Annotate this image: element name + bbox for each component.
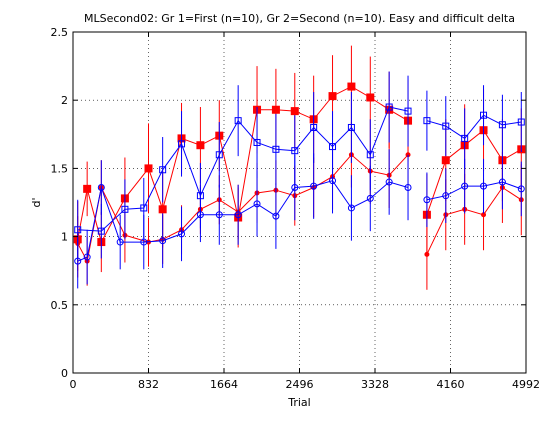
data-point (159, 166, 167, 174)
y-tick-label: 0.5 (51, 299, 69, 312)
data-point (74, 257, 82, 265)
data-point (517, 185, 525, 193)
series-4 (74, 147, 412, 289)
data-point (310, 182, 318, 190)
grid (73, 32, 526, 373)
data-point (140, 204, 148, 212)
series-3 (74, 71, 412, 260)
data-point (347, 204, 355, 212)
data-point (215, 151, 223, 159)
data-point (178, 140, 186, 148)
data-point (385, 178, 393, 186)
x-tick-label: 832 (138, 378, 159, 391)
data-point (74, 226, 82, 234)
data-point (461, 182, 469, 190)
data-point (424, 251, 430, 257)
data-point (159, 237, 167, 245)
data-point (291, 147, 299, 155)
data-point (329, 177, 337, 185)
data-point (97, 227, 105, 235)
x-tick-label: 4992 (512, 378, 540, 391)
series-layer (73, 45, 526, 290)
data-point (498, 121, 506, 129)
data-point (272, 212, 280, 220)
data-point (97, 183, 105, 191)
series-7 (423, 85, 525, 169)
data-point (196, 211, 204, 219)
x-tick-label: 4160 (437, 378, 465, 391)
data-point (517, 118, 525, 126)
data-point (253, 138, 261, 146)
data-point (498, 178, 506, 186)
data-point (347, 82, 356, 91)
data-point (144, 164, 153, 173)
data-point (366, 151, 374, 159)
data-point (178, 230, 186, 238)
y-tick-label: 0 (61, 367, 68, 380)
plot-area (73, 32, 526, 373)
data-point (158, 205, 167, 214)
data-point (366, 93, 375, 102)
x-tick-label: 1664 (210, 378, 238, 391)
data-point (442, 122, 450, 130)
data-point (253, 200, 261, 208)
data-point (441, 156, 450, 165)
data-point (461, 134, 469, 142)
data-point (423, 117, 431, 125)
data-point (272, 145, 280, 153)
series-line (426, 186, 522, 255)
y-axis-label: d' (30, 197, 43, 207)
x-tick-label: 0 (70, 378, 77, 391)
data-point (385, 103, 393, 111)
data-point (234, 211, 242, 219)
data-point (290, 107, 299, 116)
data-point (480, 182, 488, 190)
data-point (234, 117, 242, 125)
y-tick-label: 2 (61, 94, 68, 107)
x-tick-label: 2496 (286, 378, 314, 391)
data-point (442, 192, 450, 200)
y-tick-label: 1 (61, 231, 68, 244)
y-tick-label: 1.5 (51, 162, 69, 175)
y-tick-label: 2.5 (51, 26, 69, 39)
series-line (77, 180, 409, 262)
data-point (196, 141, 205, 150)
data-point (423, 196, 431, 204)
data-point (121, 205, 129, 213)
data-point (404, 107, 412, 115)
data-point (140, 238, 148, 246)
x-tick-label: 3328 (361, 378, 389, 391)
chart-title: MLSecond02: Gr 1=First (n=10), Gr 2=Seco… (84, 12, 515, 25)
data-point (310, 123, 318, 131)
data-point (83, 184, 92, 193)
data-point (83, 253, 91, 261)
data-point (271, 105, 280, 114)
data-point (215, 211, 223, 219)
data-point (116, 238, 124, 246)
series-8 (423, 154, 525, 228)
data-point (291, 183, 299, 191)
x-axis-label: Trial (287, 396, 310, 409)
data-point (404, 183, 412, 191)
data-point (366, 194, 374, 202)
data-point (347, 123, 355, 131)
data-point (480, 111, 488, 119)
data-point (328, 92, 337, 101)
ticks: 0 832 1664 2496 3328 4160 4992 0 0.5 1 1.5 2 2.5 (51, 26, 541, 391)
